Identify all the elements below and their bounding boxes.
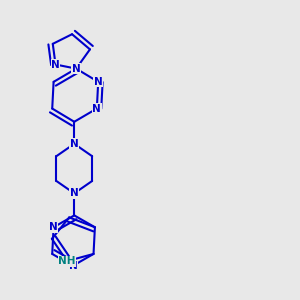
- Text: NH: NH: [58, 256, 76, 266]
- Text: N: N: [51, 59, 60, 70]
- Text: N: N: [68, 261, 77, 271]
- Text: N: N: [70, 139, 79, 149]
- Text: N: N: [92, 103, 101, 114]
- Text: N: N: [49, 222, 58, 232]
- Text: N: N: [94, 77, 103, 87]
- Text: N: N: [70, 188, 79, 198]
- Text: N: N: [72, 64, 81, 74]
